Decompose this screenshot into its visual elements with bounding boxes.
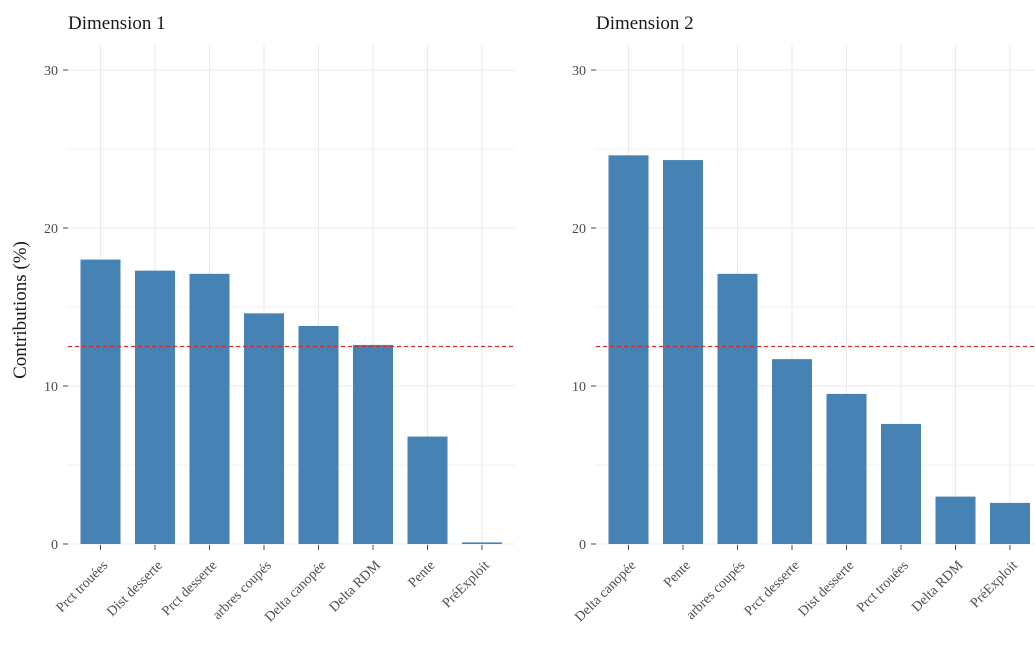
x-tick-label: PréExploit <box>968 558 1021 611</box>
y-tick-label: 0 <box>579 538 586 553</box>
bar <box>407 436 448 544</box>
panel-title: Dimension 2 <box>596 13 694 34</box>
y-tick-label: 20 <box>44 222 58 237</box>
y-tick-label: 20 <box>572 222 586 237</box>
bar <box>353 344 393 544</box>
bar <box>772 359 812 544</box>
x-tick-label: Prct trouées <box>854 558 912 616</box>
x-tick-label: Prct desserte <box>742 558 803 619</box>
bar <box>80 259 121 544</box>
x-tick-label: PréExploit <box>440 558 493 611</box>
bar <box>826 393 867 544</box>
panel-dimension-2: Dimension 2 0 10 20 30 Delta canopée Pentearb… <box>572 13 1035 625</box>
bar <box>608 155 649 544</box>
bar <box>298 325 339 544</box>
x-tick-label: Pente <box>406 558 439 591</box>
bar <box>462 542 502 544</box>
bar <box>189 273 230 544</box>
y-tick-label: 10 <box>44 380 58 395</box>
y-tick-label: 10 <box>572 380 586 395</box>
x-tick-label: Delta RDM <box>327 558 384 615</box>
x-tick-label: Pente <box>661 558 694 591</box>
x-tick-label: Dist desserte <box>104 558 165 619</box>
bar <box>881 423 921 544</box>
bar <box>990 502 1030 544</box>
x-tick-label: arbres coupés <box>684 558 749 623</box>
y-tick-label: 30 <box>44 64 58 79</box>
x-tick-label: Dist desserte <box>796 558 857 619</box>
x-tick-label: Delta canopée <box>572 558 639 625</box>
panel-title: Dimension 1 <box>68 13 166 34</box>
bar <box>135 270 175 544</box>
x-tick-label: Delta RDM <box>909 558 966 615</box>
bar <box>663 160 703 544</box>
bar <box>935 496 976 544</box>
bar <box>244 313 284 544</box>
y-tick-label: 30 <box>572 64 586 79</box>
bar <box>717 273 758 544</box>
x-tick-label: Prct trouées <box>54 558 112 616</box>
y-tick-label: 0 <box>51 538 58 553</box>
y-axis-title: Contributions (%) <box>10 241 31 379</box>
